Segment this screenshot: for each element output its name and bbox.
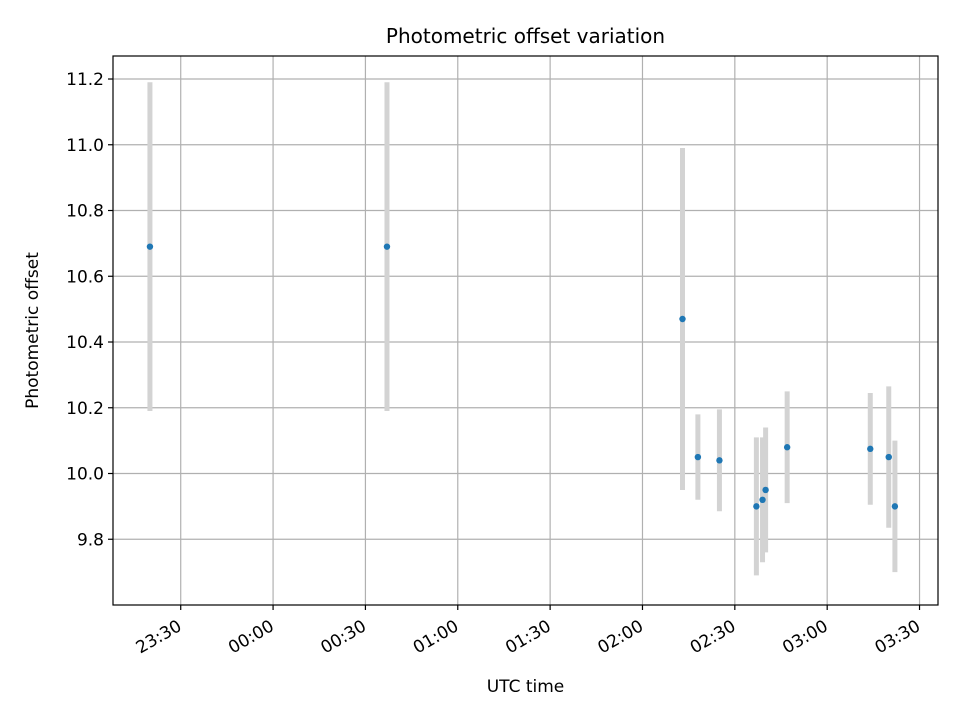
data-point [783, 444, 791, 451]
data-point [679, 315, 686, 323]
x-axis-title: UTC time [487, 677, 565, 697]
y-axis-title: Photometric offset [23, 252, 43, 409]
plot-frame [112, 55, 939, 606]
y-tick-label: 10.0 [66, 465, 104, 485]
axis-ticks: 23:30 00:00 00:30 01:00 01:30 02:00 02:30 03:00… [66, 70, 924, 658]
data-point [694, 453, 702, 461]
chart-title: Photometric offset variation [386, 24, 665, 48]
x-tick-label: 00:00 [225, 616, 277, 658]
y-tick-label: 10.6 [66, 267, 104, 287]
y-tick-label: 10.2 [66, 399, 104, 419]
x-tick-label: 23:30 [133, 616, 185, 658]
data-point [716, 457, 723, 464]
grid [113, 56, 938, 605]
data-point [762, 486, 769, 494]
data-point [759, 496, 766, 504]
data-point [885, 453, 892, 461]
x-tick-label: 01:30 [502, 616, 554, 658]
y-tick-label: 9.8 [77, 530, 104, 550]
y-tick-label: 10.4 [66, 333, 104, 353]
error-bars [147, 82, 898, 576]
data-point [146, 243, 154, 250]
data-point [867, 445, 874, 453]
data-point [383, 243, 391, 250]
data-point [891, 503, 899, 510]
x-tick-label: 02:00 [595, 616, 647, 658]
y-tick-label: 10.8 [66, 202, 104, 222]
x-tick-label: 03:30 [872, 616, 924, 658]
x-tick-label: 01:00 [410, 616, 462, 658]
x-tick-label: 02:30 [687, 616, 739, 658]
x-tick-label: 03:00 [779, 616, 831, 658]
y-tick-label: 11.0 [66, 136, 104, 156]
x-tick-label: 00:30 [317, 616, 369, 658]
data-point [753, 503, 760, 510]
data-points [146, 243, 899, 510]
y-tick-label: 11.2 [66, 70, 104, 90]
